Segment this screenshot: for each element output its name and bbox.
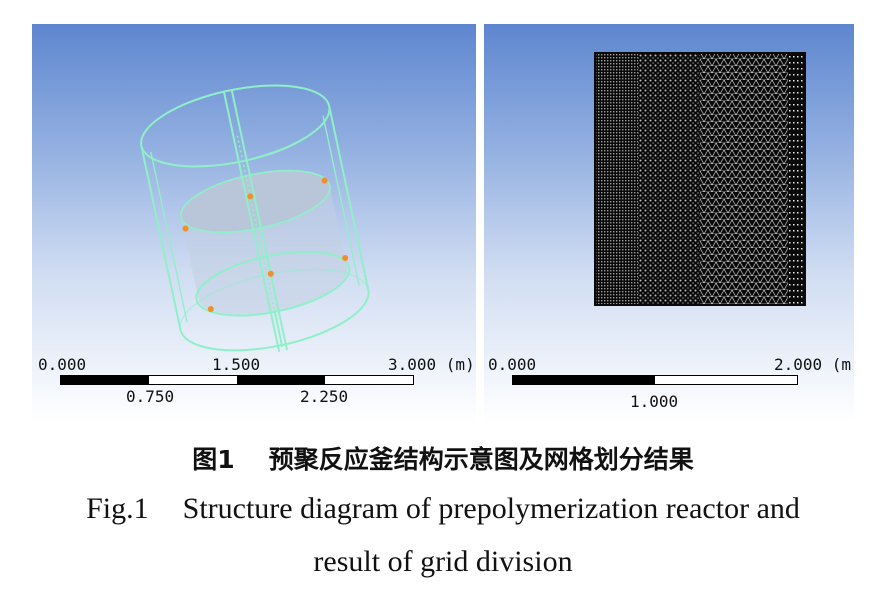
mesh-panel: 0.000 2.000 (m) 1.000 (484, 24, 854, 422)
caption-en-number: Fig.1 (86, 492, 149, 525)
marker (247, 193, 254, 200)
shaft-line-1 (222, 91, 281, 352)
mesh-scale-seg-1 (513, 376, 655, 384)
scale-seg-1 (61, 376, 149, 384)
caption-cn-number: 图1 (192, 445, 235, 474)
cylinder-bottom-rim-back (179, 268, 369, 330)
scale-seg-4 (325, 376, 413, 384)
cylinder-right-wall (328, 105, 370, 291)
marker (207, 306, 214, 313)
scale-label-2-25: 2.250 (300, 387, 349, 406)
scale-label-1-5: 1.500 (212, 355, 261, 374)
baffle-left-1 (150, 151, 188, 323)
scale-seg-2 (149, 376, 237, 384)
mesh-scale-label-2: 2.000 (m) (774, 355, 854, 374)
caption-english-line2: result of grid division (0, 545, 886, 579)
marker (342, 255, 349, 262)
scale-seg-3 (237, 376, 325, 384)
caption-cn-title: 预聚反应釜结构示意图及网格划分结果 (268, 445, 694, 474)
mesh-scale-label-0: 0.000 (488, 355, 537, 374)
caption-en-title-1: Structure diagram of prepolymerization r… (182, 492, 800, 525)
caption-en-title-2: result of grid division (313, 545, 573, 578)
reactor-wireframe (140, 84, 370, 352)
cylinder-top-rim (140, 84, 331, 168)
mesh-scale-seg-2 (655, 376, 797, 384)
mesh-view (594, 52, 806, 306)
shaft-line-2 (230, 89, 288, 351)
scale-label-0: 0.000 (38, 355, 87, 374)
caption-english-line1: Fig.1 Structure diagram of prepolymerizat… (0, 492, 886, 526)
caption-chinese: 图1 预聚反应釜结构示意图及网格划分结果 (0, 440, 886, 476)
reactor-geometry-panel: 0.000 1.500 3.000 (m) 0.750 2.250 (32, 24, 476, 422)
baffle-right-1 (322, 115, 360, 286)
marker (267, 270, 274, 277)
marker (182, 225, 189, 232)
mesh-scale-label-1: 1.000 (630, 392, 679, 411)
marker (321, 177, 328, 184)
scale-label-0-75: 0.750 (126, 387, 175, 406)
scale-bar (60, 375, 414, 385)
cylinder-left-wall (140, 145, 182, 331)
shaft-dots (236, 135, 278, 322)
mesh-grid (594, 52, 806, 306)
scale-label-3: 3.000 (m) (388, 355, 475, 374)
shaft-front (273, 309, 284, 348)
mesh-scale-bar (512, 375, 798, 385)
